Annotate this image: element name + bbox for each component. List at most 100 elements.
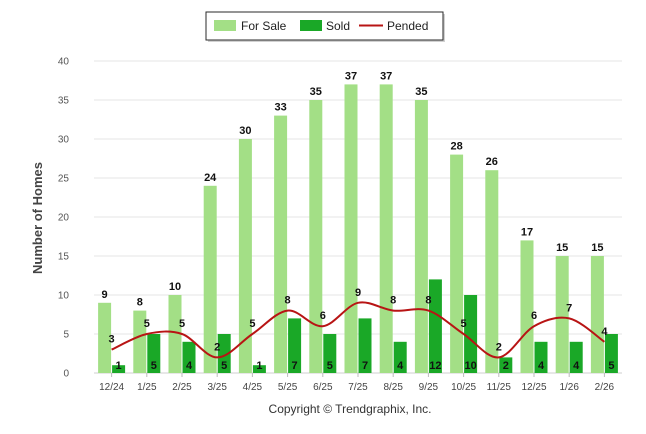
- sold-bar: [323, 334, 337, 373]
- x-tick-label: 3/25: [207, 382, 227, 393]
- pended-value-label: 4: [601, 326, 608, 338]
- pended-value-label: 9: [355, 287, 361, 299]
- legend-label-sold: Sold: [326, 19, 350, 33]
- sold-bar: [182, 341, 196, 373]
- sold-value-label: 4: [186, 360, 193, 372]
- for-sale-value-label: 8: [137, 297, 143, 309]
- y-tick-label: 25: [58, 174, 70, 185]
- pended-value-label: 6: [320, 310, 326, 322]
- for-sale-bar: [555, 256, 569, 373]
- pended-value-label: 5: [249, 318, 255, 330]
- for-sale-bar: [203, 185, 217, 373]
- pended-value-label: 3: [109, 334, 115, 346]
- sold-value-label: 5: [608, 360, 614, 372]
- y-tick-label: 5: [63, 330, 69, 341]
- pended-value-label: 5: [461, 318, 467, 330]
- for-sale-value-label: 28: [450, 141, 462, 153]
- for-sale-bar: [309, 100, 323, 373]
- y-axis-label: Number of Homes: [30, 162, 45, 274]
- x-tick-label: 2/25: [172, 382, 192, 393]
- for-sale-value-label: 15: [556, 242, 568, 254]
- sold-bar: [464, 295, 478, 373]
- pended-value-label: 2: [214, 341, 220, 353]
- x-axis-ticks: 12/24 1/25 2/25 3/25 4/25 5/25 6/25 7/25 8/25 9/2…: [99, 373, 615, 393]
- sold-value-label: 5: [151, 360, 157, 372]
- x-tick-label: 9/25: [419, 382, 439, 393]
- pended-line-layer: [111, 301, 605, 359]
- legend-label-for-sale: For Sale: [241, 19, 287, 33]
- sold-bar: [112, 365, 126, 373]
- for-sale-bar: [379, 84, 393, 374]
- y-tick-label: 40: [58, 57, 70, 68]
- for-sale-bar: [590, 256, 604, 373]
- bars: [98, 84, 618, 374]
- pended-value-label: 8: [285, 295, 291, 307]
- sold-value-label: 4: [573, 360, 580, 372]
- sold-value-label: 4: [397, 360, 404, 372]
- for-sale-value-label: 30: [239, 125, 251, 137]
- pended-value-label: 5: [179, 318, 185, 330]
- x-tick-label: 12/24: [99, 382, 124, 393]
- for-sale-value-label: 26: [486, 156, 498, 168]
- pended-line: [111, 301, 605, 359]
- x-tick-label: 7/25: [348, 382, 368, 393]
- pended-value-label: 6: [531, 310, 537, 322]
- for-sale-bar: [344, 84, 358, 374]
- for-sale-value-label: 15: [591, 242, 603, 254]
- x-tick-label: 12/25: [521, 382, 546, 393]
- for-sale-bar: [414, 100, 428, 373]
- pended-value-label: 8: [390, 295, 396, 307]
- x-tick-label: 2/26: [595, 382, 615, 393]
- y-tick-label: 35: [58, 96, 70, 107]
- grid: [94, 60, 622, 374]
- for-sale-value-label: 24: [204, 172, 217, 184]
- x-tick-label: 11/25: [487, 382, 512, 393]
- pended-value-label: 2: [496, 341, 502, 353]
- x-tick-label: 6/25: [313, 382, 333, 393]
- for-sale-bar: [98, 302, 112, 373]
- sold-bar: [358, 318, 372, 373]
- y-axis-ticks: 0 5 10 15 20 25 30 35 40: [58, 57, 70, 380]
- sold-bar: [288, 318, 302, 373]
- x-tick-label: 1/26: [559, 382, 579, 393]
- pended-value-label: 5: [144, 318, 150, 330]
- legend-swatch-sold: [300, 20, 322, 31]
- sold-value-label: 7: [292, 360, 298, 372]
- data-labels: 9185104245301337355377374351228102621741…: [102, 70, 615, 372]
- for-sale-bar: [168, 295, 182, 373]
- for-sale-value-label: 33: [274, 102, 286, 114]
- for-sale-value-label: 37: [380, 70, 392, 82]
- sold-value-label: 1: [116, 360, 122, 372]
- for-sale-bar: [485, 170, 499, 373]
- sold-bar: [393, 341, 407, 373]
- legend-box: [205, 11, 444, 41]
- sold-value-label: 1: [256, 360, 262, 372]
- y-tick-label: 0: [63, 369, 69, 380]
- sold-bar: [217, 334, 231, 373]
- y-tick-label: 10: [58, 291, 70, 302]
- x-tick-label: 5/25: [278, 382, 298, 393]
- for-sale-value-label: 9: [102, 289, 108, 301]
- legend: For Sale Sold Pended: [205, 11, 445, 42]
- x-tick-label: 8/25: [383, 382, 403, 393]
- for-sale-bar: [274, 115, 288, 373]
- for-sale-value-label: 35: [415, 86, 427, 98]
- x-tick-label: 1/25: [137, 382, 157, 393]
- sold-value-label: 10: [464, 360, 476, 372]
- for-sale-value-label: 17: [521, 226, 533, 238]
- sold-value-label: 2: [503, 360, 509, 372]
- for-sale-bar: [450, 154, 464, 373]
- sold-value-label: 7: [362, 360, 368, 372]
- for-sale-value-label: 37: [345, 70, 357, 82]
- y-tick-label: 15: [58, 252, 70, 263]
- sold-bar: [428, 279, 442, 373]
- for-sale-bar: [520, 240, 534, 373]
- x-tick-label: 10/25: [451, 382, 476, 393]
- for-sale-bar: [238, 139, 252, 373]
- x-tick-label: 4/25: [243, 382, 263, 393]
- sold-value-label: 4: [538, 360, 545, 372]
- for-sale-value-label: 35: [310, 86, 322, 98]
- for-sale-value-label: 10: [169, 281, 181, 293]
- sold-value-label: 5: [327, 360, 333, 372]
